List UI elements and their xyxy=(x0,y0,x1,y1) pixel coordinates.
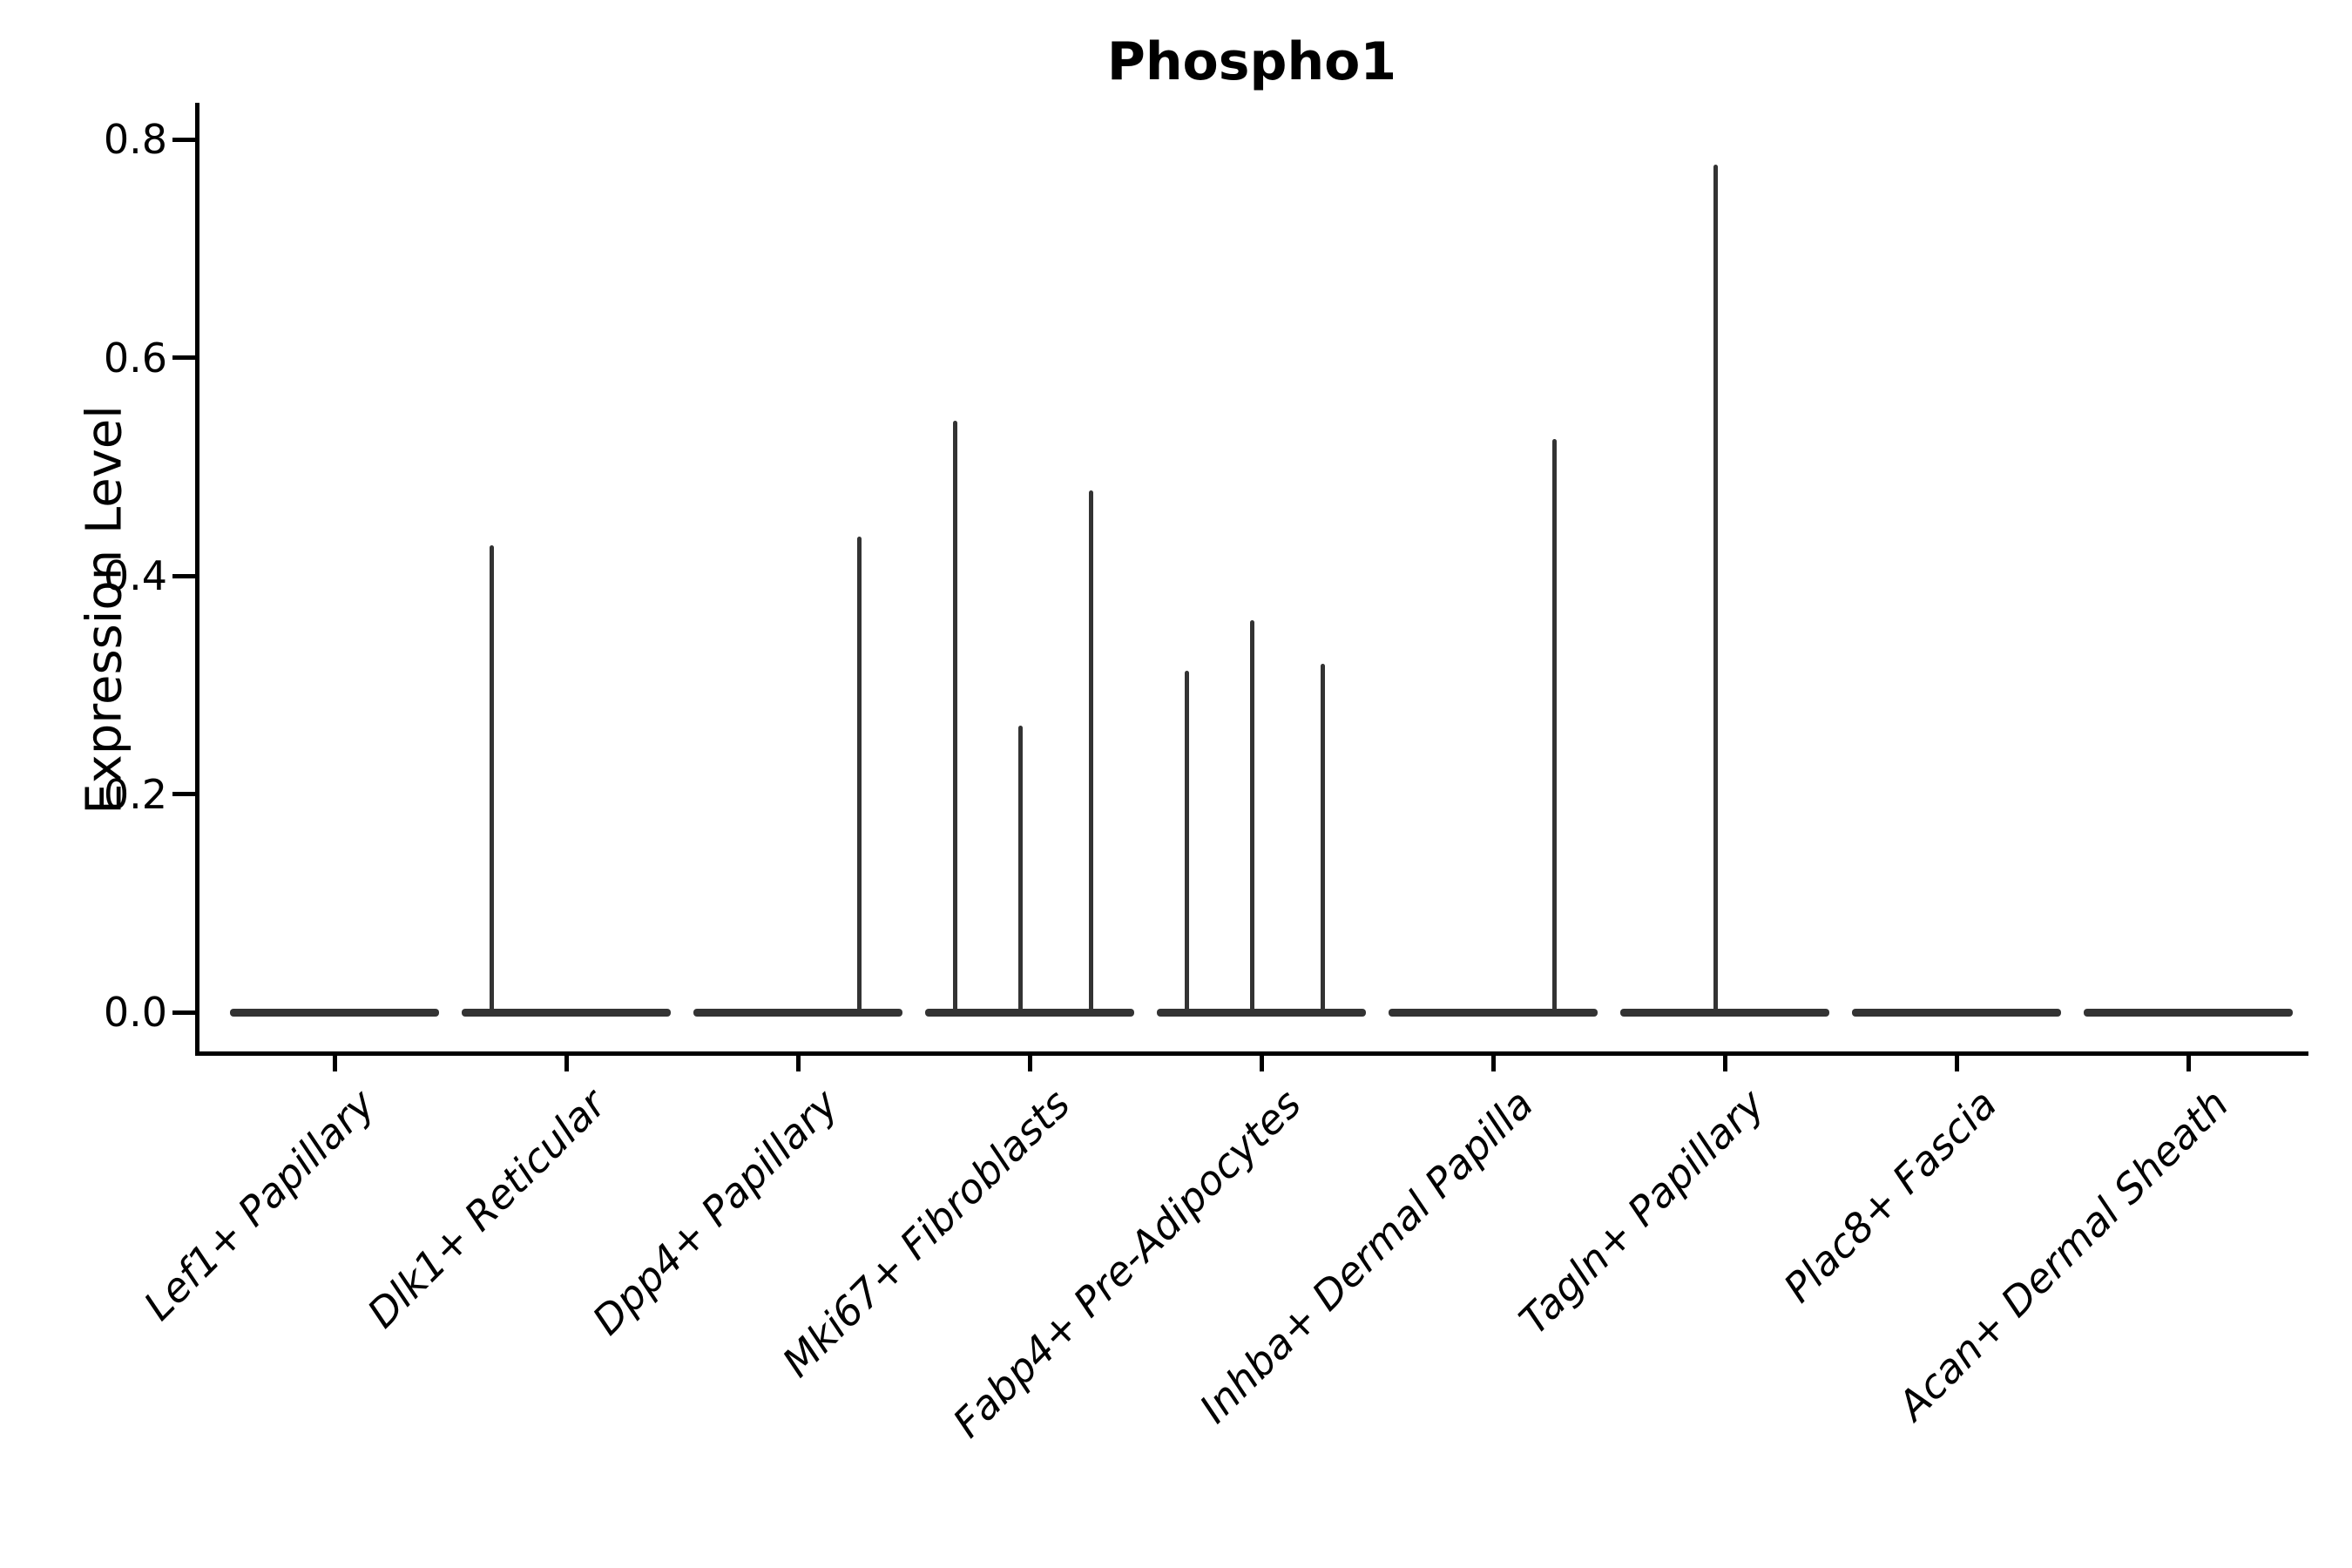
y-axis-spine xyxy=(195,103,199,1056)
x-tick-label: Tagln+ Papillary xyxy=(1510,1080,1774,1344)
x-tick-label: Dlk1+ Reticular xyxy=(358,1080,616,1337)
violin-base xyxy=(925,1008,1134,1017)
chart-title: Phospho1 xyxy=(1106,31,1397,92)
violin-spike xyxy=(1088,490,1093,1015)
y-tick-label: 0.4 xyxy=(103,552,167,599)
x-tick-mark xyxy=(564,1056,569,1071)
violin-spike xyxy=(1551,439,1557,1015)
x-tick-label: Plac8+ Fascia xyxy=(1774,1080,2006,1312)
x-axis-spine xyxy=(195,1051,2308,1056)
violin-base xyxy=(693,1008,902,1017)
y-tick-mark xyxy=(172,137,195,142)
violin-base xyxy=(1389,1008,1598,1017)
violin-spike xyxy=(1320,664,1325,1015)
violin-spike xyxy=(1713,164,1718,1015)
violin-base xyxy=(1852,1008,2061,1017)
y-tick-label: 0.2 xyxy=(103,770,167,818)
y-tick-label: 0.8 xyxy=(103,116,167,163)
x-tick-mark xyxy=(332,1056,337,1071)
violin-base xyxy=(1157,1008,1366,1017)
x-tick-mark xyxy=(1027,1056,1032,1071)
violin-base xyxy=(230,1008,439,1017)
x-tick-mark xyxy=(1490,1056,1496,1071)
y-tick-label: 0.6 xyxy=(103,334,167,382)
x-tick-mark xyxy=(1954,1056,1959,1071)
violin-spike xyxy=(489,544,494,1015)
violin-spike xyxy=(856,536,862,1015)
violin-base xyxy=(1620,1008,1829,1017)
violin-spike xyxy=(952,421,957,1015)
y-tick-mark xyxy=(172,792,195,796)
violin-base xyxy=(2084,1008,2293,1017)
x-tick-label: Dpp4+ Papillary xyxy=(583,1080,848,1344)
x-tick-mark xyxy=(1722,1056,1727,1071)
x-tick-mark xyxy=(2186,1056,2191,1071)
violin-spike xyxy=(1184,670,1189,1015)
violin-base xyxy=(462,1008,671,1017)
x-tick-mark xyxy=(1259,1056,1264,1071)
violin-spike xyxy=(1017,725,1023,1015)
y-tick-mark xyxy=(172,573,195,578)
y-tick-mark xyxy=(172,355,195,360)
violin-spike xyxy=(1249,620,1254,1015)
y-axis-label: Expression Level xyxy=(76,405,133,814)
x-tick-mark xyxy=(795,1056,801,1071)
y-tick-mark xyxy=(172,1010,195,1015)
x-tick-label: Lef1+ Papillary xyxy=(134,1080,384,1329)
y-tick-label: 0.0 xyxy=(103,989,167,1036)
